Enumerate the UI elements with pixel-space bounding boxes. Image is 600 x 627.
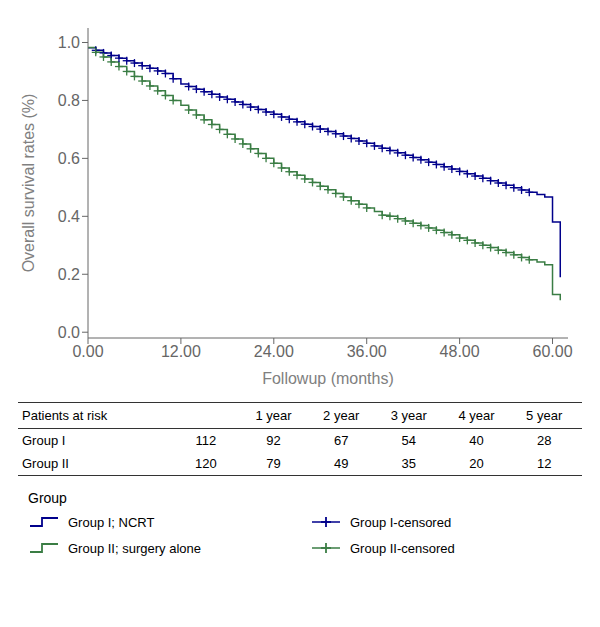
html-text:40: 40 [469, 433, 484, 448]
html-text:92: 92 [266, 433, 281, 448]
html-text:20: 20 [469, 456, 484, 471]
html-text:112: 112 [195, 433, 217, 448]
html-text:12: 12 [536, 456, 552, 471]
svg-text:12.00: 12.00 [161, 343, 201, 360]
html-text:5 year: 5 year [526, 408, 563, 423]
svg-text:48.00: 48.00 [440, 343, 480, 360]
svg-text:0.6: 0.6 [58, 150, 80, 167]
svg-text:0.8: 0.8 [58, 92, 80, 109]
html-text:3 year: 3 year [390, 408, 427, 423]
html-text:120: 120 [195, 456, 217, 471]
html-text:Group I: Group I [22, 433, 66, 448]
svg-text:0.2: 0.2 [58, 266, 80, 283]
html-text:Group I; NCRT: Group I; NCRT [68, 514, 155, 530]
html-text:1 year: 1 year [255, 408, 292, 423]
svg-text:0.4: 0.4 [58, 208, 80, 225]
html-text:Group II-censored: Group II-censored [350, 540, 455, 556]
svg-text:0.00: 0.00 [72, 343, 103, 360]
html-text:79: 79 [266, 456, 281, 471]
svg-text:1.0: 1.0 [58, 34, 80, 51]
svg-text:36.00: 36.00 [347, 343, 387, 360]
html-text:54: 54 [401, 433, 416, 448]
svg-text:Followup (months): Followup (months) [262, 370, 394, 387]
html-text:28: 28 [536, 433, 552, 448]
svg-text:Overall survival rates (%): Overall survival rates (%) [20, 94, 37, 273]
svg-text:60.00: 60.00 [532, 343, 572, 360]
html-text:Group: Group [28, 490, 67, 506]
html-text:4 year: 4 year [458, 408, 495, 423]
html-text:2 year: 2 year [323, 408, 360, 423]
svg-text:0.0: 0.0 [58, 324, 80, 341]
svg-text:24.00: 24.00 [254, 343, 294, 360]
html-text:Patients at risk: Patients at risk [22, 408, 108, 423]
html-text:Group II; surgery alone: Group II; surgery alone [68, 540, 201, 556]
html-text:Group II: Group II [22, 456, 69, 471]
html-text:Group I-censored: Group I-censored [350, 514, 452, 530]
html-text:49: 49 [333, 456, 349, 471]
html-text:35: 35 [401, 456, 416, 471]
html-text:67: 67 [333, 433, 349, 448]
